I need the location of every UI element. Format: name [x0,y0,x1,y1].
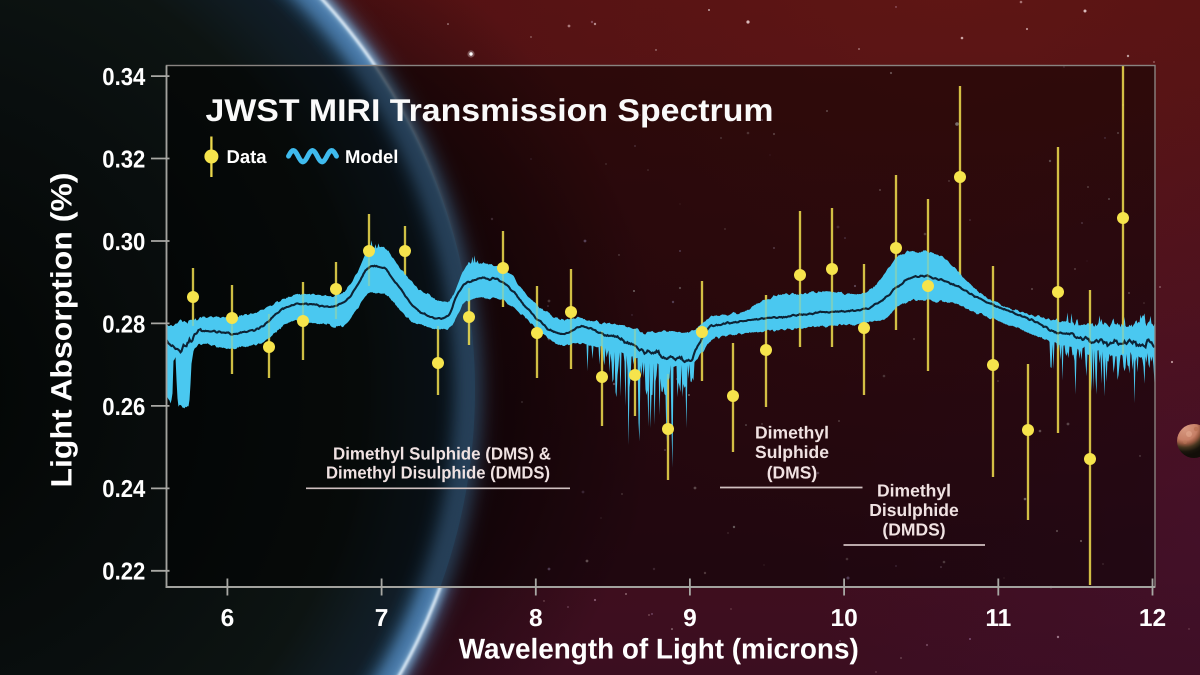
svg-text:Dimethyl Disulphide (DMDS): Dimethyl Disulphide (DMDS) [326,463,550,483]
svg-text:Disulphide: Disulphide [869,500,959,520]
svg-text:11: 11 [985,605,1011,632]
svg-text:0.32: 0.32 [102,146,145,173]
svg-text:8: 8 [529,605,543,632]
svg-text:Model: Model [345,146,398,167]
svg-text:0.26: 0.26 [102,394,145,421]
svg-text:Data: Data [227,146,268,167]
svg-text:7: 7 [375,605,389,632]
svg-text:Dimethyl: Dimethyl [755,423,829,443]
svg-text:JWST MIRI Transmission Spectru: JWST MIRI Transmission Spectrum [206,92,774,128]
svg-text:0.28: 0.28 [102,311,145,338]
svg-text:Wavelength of Light (microns): Wavelength of Light (microns) [459,634,859,666]
svg-text:12: 12 [1139,605,1166,632]
svg-text:0.22: 0.22 [102,559,145,586]
svg-text:0.30: 0.30 [102,229,145,256]
svg-text:Light Absorption (%): Light Absorption (%) [46,173,79,488]
svg-text:(DMS): (DMS) [767,463,818,483]
svg-text:(DMDS): (DMDS) [882,520,945,540]
svg-text:Dimethyl: Dimethyl [877,481,951,501]
svg-text:10: 10 [830,605,857,632]
svg-text:Dimethyl Sulphide (DMS) &: Dimethyl Sulphide (DMS) & [333,444,551,464]
svg-text:9: 9 [683,605,697,632]
svg-text:Sulphide: Sulphide [755,442,829,462]
svg-text:0.24: 0.24 [102,476,145,503]
svg-text:6: 6 [221,605,235,632]
svg-text:0.34: 0.34 [102,64,145,91]
